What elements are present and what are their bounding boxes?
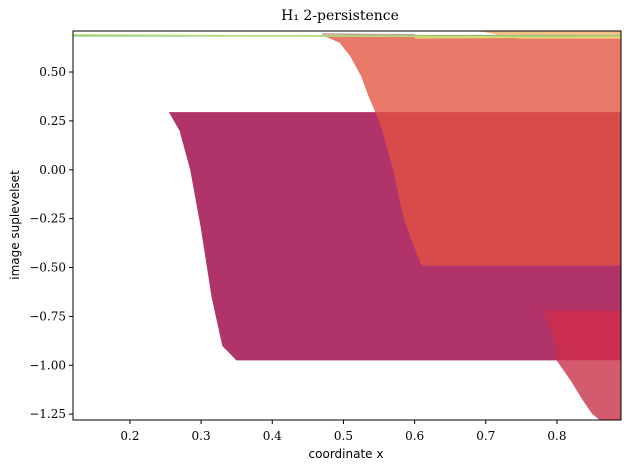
plot-area	[72, 31, 622, 420]
x-tick-label: 0.7	[476, 429, 495, 443]
x-tick-label: 0.4	[263, 429, 282, 443]
y-tick-label: 0.00	[39, 163, 66, 177]
x-tick-label: 0.6	[405, 429, 424, 443]
x-tick-label: 0.3	[192, 429, 211, 443]
persistence-region-2	[322, 34, 621, 113]
x-axis-ticks: 0.2 0.3 0.4 0.5 0.6 0.7 0.8	[120, 420, 566, 443]
chart-title: H₁ 2-persistence	[281, 8, 399, 24]
y-axis-label: image suplevelset	[8, 170, 22, 280]
y-tick-label: −0.50	[29, 261, 66, 275]
y-tick-label: −0.25	[29, 212, 66, 226]
y-tick-label: −1.00	[29, 358, 66, 372]
top-line-3	[322, 33, 415, 36]
plot-frame	[72, 30, 622, 421]
y-tick-label: 0.25	[39, 114, 66, 128]
y-axis-ticks: 0.50 0.25 0.00 −0.25 −0.50 −0.75 −1.00 −1.25	[29, 65, 73, 421]
x-tick-label: 0.8	[547, 429, 566, 443]
y-tick-label: −0.75	[29, 309, 66, 323]
persistence-region-3	[542, 310, 621, 361]
x-axis-label: coordinate x	[309, 447, 384, 461]
y-tick-label: 0.50	[39, 65, 66, 79]
top-line-1	[72, 34, 515, 38]
persistence-region-4	[556, 360, 621, 420]
persistence-region-1	[375, 112, 621, 266]
x-tick-label: 0.2	[120, 429, 139, 443]
x-tick-label: 0.5	[334, 429, 353, 443]
top-line-2	[414, 36, 622, 39]
y-tick-label: −1.25	[29, 407, 66, 421]
